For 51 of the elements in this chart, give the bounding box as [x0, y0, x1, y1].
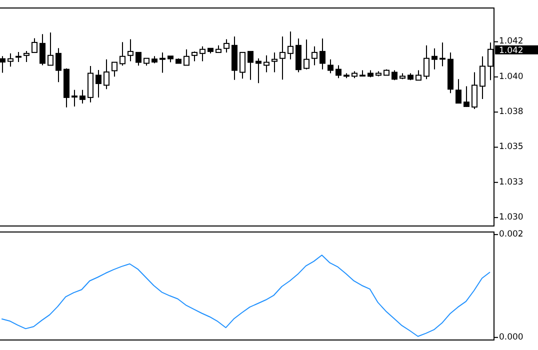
candlestick [392, 70, 398, 81]
candlestick [280, 36, 286, 80]
candlestick [424, 44, 430, 80]
line-series [1, 254, 490, 337]
candlestick [120, 42, 126, 66]
candlestick [288, 30, 294, 60]
candlestick [336, 64, 342, 79]
candlestick [328, 58, 334, 74]
candlestick [248, 50, 254, 80]
candlestick [200, 46, 206, 62]
candlestick [80, 89, 86, 104]
candlestick [16, 52, 22, 63]
candlestick [240, 52, 246, 80]
candlestick [416, 70, 422, 81]
y-tick-label: 0.000 [499, 332, 524, 342]
candlestick [224, 38, 230, 53]
candlestick [40, 34, 46, 66]
candlestick [480, 56, 486, 100]
candlestick [112, 62, 118, 78]
candlestick [264, 54, 270, 73]
candlestick [0, 56, 6, 74]
y-tick-label: 1.035 [499, 142, 524, 152]
candlestick [432, 48, 438, 70]
y-tick-label: 0.002 [499, 230, 524, 240]
candlestick [160, 52, 166, 74]
candlestick [128, 38, 134, 62]
candlestick [464, 86, 470, 108]
y-tick-label: 1.042 [499, 36, 524, 47]
y-tick-label: 1.040 [499, 72, 524, 82]
candlestick [136, 52, 142, 66]
candlestick [256, 58, 262, 84]
candlestick [104, 58, 110, 90]
candlestick [192, 50, 198, 62]
y-tick-label: 1.030 [499, 212, 524, 223]
candlestick [24, 50, 30, 63]
candlestick [32, 38, 38, 53]
candlestick [472, 72, 478, 110]
candlestick [272, 52, 278, 73]
y-tick-label: 1.038 [499, 107, 524, 118]
candlestick [72, 89, 78, 107]
candlestick [320, 38, 326, 70]
candlestick [8, 52, 14, 68]
candlestick [96, 70, 102, 98]
candlestick [440, 42, 446, 67]
candlestick [304, 39, 310, 70]
candlestick [184, 48, 190, 66]
candlestick [56, 48, 62, 83]
y-tick-label: 1.033 [499, 177, 524, 188]
candlestick [48, 32, 54, 66]
candlestick [312, 46, 318, 66]
candlestick [456, 78, 462, 104]
